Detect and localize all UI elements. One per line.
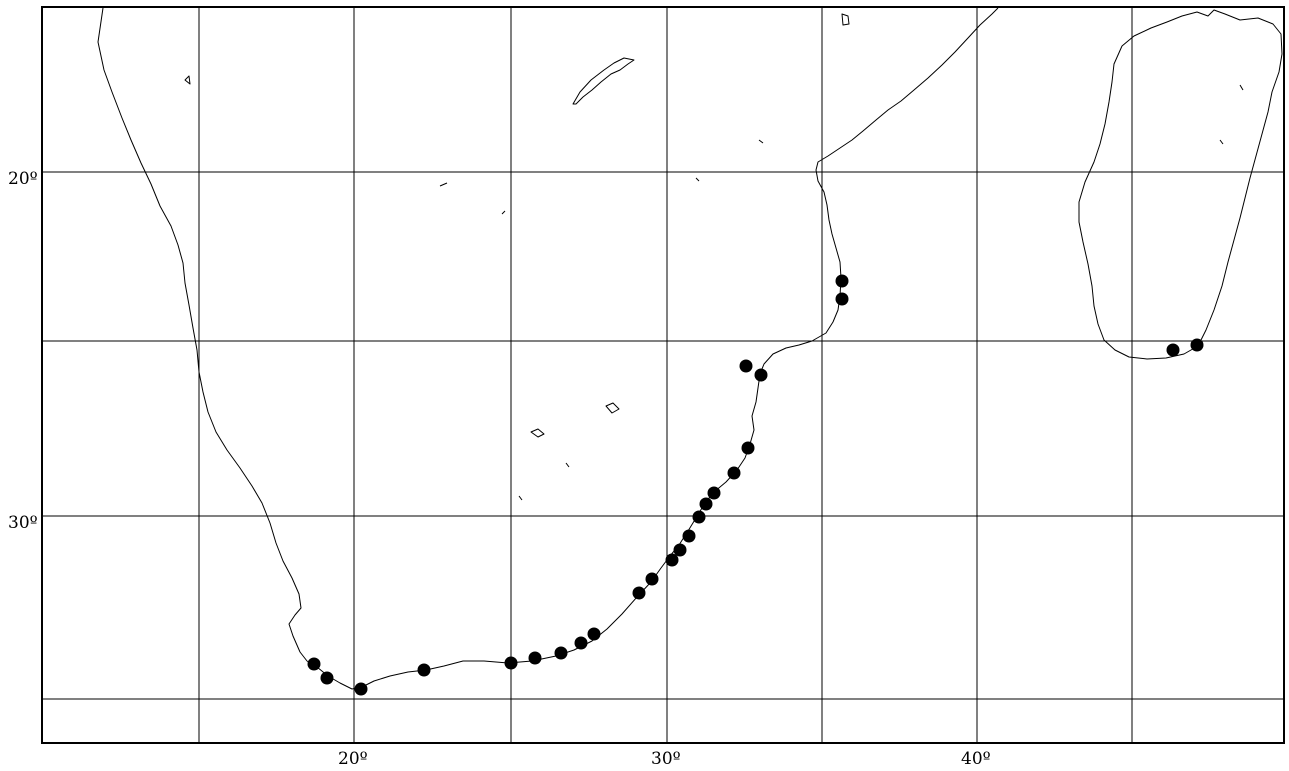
occurrence-marker [504, 656, 518, 670]
island-coastline [605, 402, 620, 414]
occurrence-marker [682, 529, 696, 543]
occurrence-marker [320, 671, 334, 685]
occurrence-marker [528, 651, 542, 665]
occurrence-marker [727, 466, 741, 480]
lat-label-20: 20º [8, 169, 38, 189]
lon-label-40: 40º [961, 749, 991, 769]
graticule [42, 7, 1284, 743]
island-coastline [501, 210, 506, 215]
occurrence-marker [307, 657, 321, 671]
island-coastline [1219, 139, 1224, 145]
occurrence-marker [587, 627, 601, 641]
island-coastline [572, 57, 635, 105]
occurrence-marker [673, 543, 687, 557]
occurrence-marker [741, 441, 755, 455]
occurrence-marker [632, 586, 646, 600]
island-coastline [758, 139, 764, 144]
occurrence-marker [354, 682, 368, 696]
island-coastline [518, 495, 523, 501]
occurrence-marker [665, 553, 679, 567]
island-coastline [695, 177, 700, 182]
occurrence-marker [574, 636, 588, 650]
occurrence-marker [739, 359, 753, 373]
africa-west-coastline [97, 7, 999, 690]
island-coastline [565, 462, 570, 468]
occurrence-marker [699, 497, 713, 511]
island-coastline [530, 428, 545, 438]
island-coastline [1239, 84, 1244, 91]
occurrence-marker [692, 510, 706, 524]
island-coastline [841, 13, 850, 26]
occurrence-marker [554, 646, 568, 660]
occurrence-marker [707, 486, 721, 500]
map-frame-border [41, 6, 1285, 744]
lat-label-30: 30º [8, 513, 38, 533]
occurrence-marker [1190, 338, 1204, 352]
occurrence-marker [645, 572, 659, 586]
island-coastline [184, 75, 191, 85]
occurrence-marker [417, 663, 431, 677]
occurrence-markers [307, 274, 1204, 696]
lon-label-20: 20º [338, 749, 368, 769]
occurrence-marker [1166, 343, 1180, 357]
lon-label-30: 30º [651, 749, 681, 769]
occurrence-marker [835, 292, 849, 306]
island-coastline [439, 182, 448, 187]
occurrence-marker [835, 274, 849, 288]
occurrence-marker [754, 368, 768, 382]
